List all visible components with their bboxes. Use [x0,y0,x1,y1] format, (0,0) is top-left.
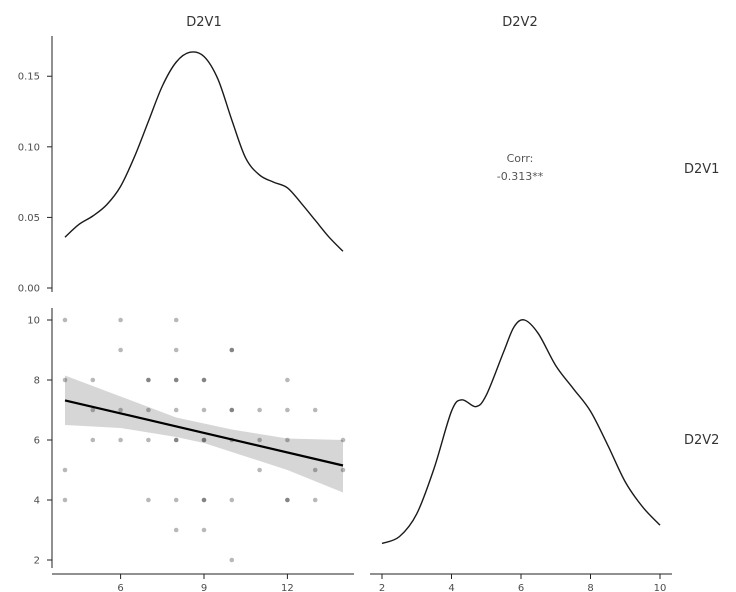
scatter-point [146,437,151,443]
scatter-point [201,527,207,533]
x-tick-label: 6 [518,583,524,592]
corr-value: -0.313** [497,170,544,183]
scatter-point [146,377,151,383]
x-tick-label: 8 [587,583,593,592]
scatter-point [285,497,290,503]
scatter-point [229,407,235,413]
scatter-point [118,407,123,413]
scatter-point [118,317,123,323]
scatter-point [229,407,235,413]
y-tick-label: 0.05 [18,213,40,224]
scatter-point [146,407,151,413]
scatter-point [257,407,262,413]
scatter-point [229,347,235,353]
scatter-point [285,377,290,383]
y-tick-label: 2 [34,556,40,567]
scatter-point [257,437,262,443]
scatter-point [62,497,68,503]
scatter-point [340,467,346,473]
scatter-point [201,497,207,503]
scatter-point [90,407,96,413]
density-panel-d2v2: 2 4 6 8 10 [370,319,672,592]
scatter-point [312,497,318,503]
scatter-point [173,437,179,443]
column-label-d2v1: D2V1 [186,15,221,30]
scatter-point [173,317,179,323]
x-tick-label: 4 [448,583,454,592]
scatter-point [201,407,207,413]
density-curve-d2v1 [64,51,344,252]
scatter-point [201,437,207,443]
y-tick-label: 4 [34,496,40,507]
y-tick-label: 10 [27,316,40,327]
scatter-point [201,377,207,383]
row-label-d2v2: D2V2 [684,433,719,448]
scatter-point [312,467,318,473]
column-label-d2v2: D2V2 [502,15,537,30]
scatter-point [312,407,318,413]
scatter-panel: 2 4 6 8 10 6 9 12 [27,308,354,592]
density-panel-d2v1: 0.00 0.05 0.10 0.15 [18,36,344,295]
scatter-point [285,497,290,503]
row-label-d2v1: D2V1 [684,162,719,177]
scatter-point [90,377,96,383]
scatter-point [118,437,123,443]
scatter-point [173,347,179,353]
corr-label: Corr: [507,152,534,165]
y-tick-label: 0.15 [18,72,40,83]
scatter-point [201,377,207,383]
y-tick-label: 0.00 [18,284,40,295]
x-tick-label: 12 [281,583,294,592]
scatter-point [201,437,207,443]
scatter-point [62,317,68,323]
x-tick-label: 9 [201,583,207,592]
scatter-point [173,377,179,383]
x-tick-label: 2 [379,583,385,592]
scatter-point [285,437,290,443]
regression-line [64,399,344,467]
scatter-point [340,437,346,443]
scatter-point [173,437,179,443]
y-tick-label: 0.10 [18,142,40,153]
scatter-point [62,377,68,383]
density-curve-d2v2 [381,319,661,545]
scatter-point [62,467,68,473]
scatter-point [229,347,235,353]
scatter-point [285,407,290,413]
x-tick-label: 6 [117,583,123,592]
y-tick-label: 8 [34,376,40,387]
scatter-point [257,467,262,473]
scatter-point [173,497,179,503]
scatter-point [118,347,123,353]
scatter-point [201,497,207,503]
scatter-point [173,527,179,533]
scatter-point [146,497,151,503]
x-tick-label: 10 [654,583,667,592]
scatter-point [229,557,235,563]
y-tick-label: 6 [34,436,40,447]
scatter-point [146,377,151,383]
scatter-point [173,377,179,383]
scatter-point [90,437,96,443]
scatter-point [173,407,179,413]
scatter-point [229,497,235,503]
